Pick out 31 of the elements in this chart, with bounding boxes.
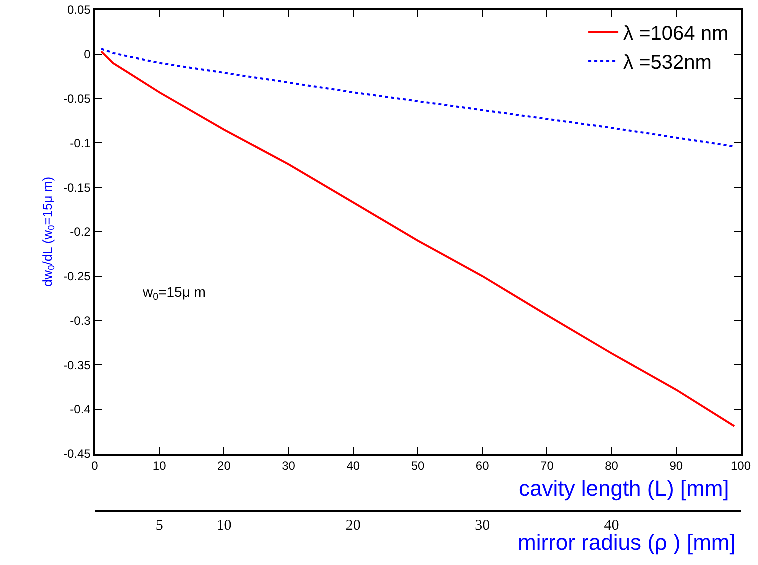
y-tick-label: 0 <box>84 48 92 62</box>
x-tick-label: 80 <box>605 459 619 474</box>
x-tick-label: 40 <box>346 459 360 474</box>
y-tick-label: 0.05 <box>67 3 92 18</box>
y-tick-label: -0.25 <box>63 270 92 284</box>
y-tick-label: -0.1 <box>70 136 92 150</box>
x2-tick-label: 20 <box>346 518 361 534</box>
line-series <box>100 50 736 428</box>
legend-label: λ =1064 nm <box>624 23 729 46</box>
y-tick-label: -0.3 <box>70 314 92 328</box>
x2-tick-label: 30 <box>475 518 490 534</box>
y-tick-label: -0.2 <box>70 225 92 240</box>
x-tick-label: 60 <box>476 459 490 474</box>
y-tick-label: -0.35 <box>63 358 92 372</box>
x-tick-label: 30 <box>282 459 296 474</box>
x2-tick-label: 10 <box>216 518 232 534</box>
x-axis-title: cavity length (L) [mm] <box>519 476 730 501</box>
legend-label: λ =532nm <box>624 52 712 74</box>
annotation: w$_{0}$=15μ m <box>142 284 206 303</box>
x-tick-label: 100 <box>730 459 752 474</box>
x-tick-label: 50 <box>411 459 425 474</box>
y-tick-label: -0.4 <box>70 402 92 417</box>
line-series <box>100 48 736 148</box>
x-tick-label: 20 <box>218 459 232 474</box>
y-tick-label: -0.45 <box>63 447 92 462</box>
x-tick-label: 90 <box>670 459 684 474</box>
x-tick-label: 10 <box>152 459 167 474</box>
x-tick-label: 70 <box>540 459 554 474</box>
y-tick-label: -0.15 <box>63 180 92 195</box>
x2-tick-label: 5 <box>156 518 164 534</box>
y-tick-label: -0.05 <box>63 92 92 106</box>
